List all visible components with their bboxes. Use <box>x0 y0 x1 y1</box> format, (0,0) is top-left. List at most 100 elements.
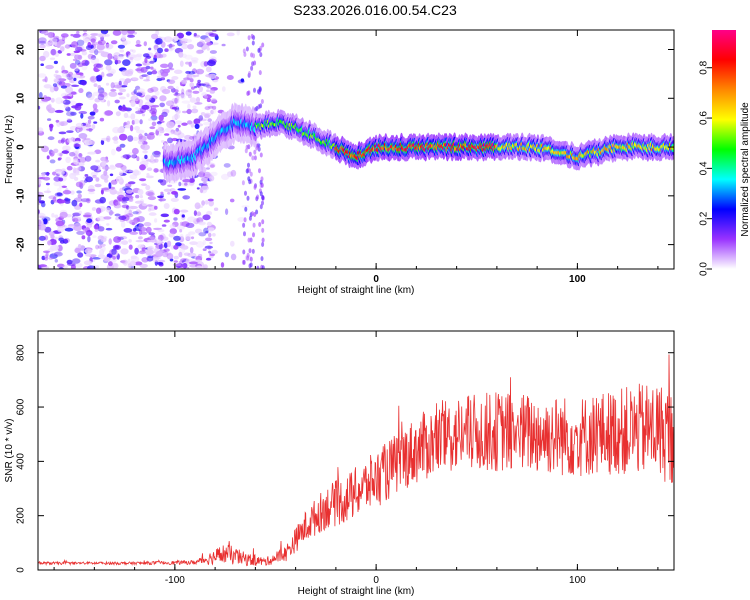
spectrogram-noise-blob <box>145 74 150 81</box>
spectrogram-noise-blob <box>210 164 215 168</box>
spectrogram-noise-blob <box>120 248 129 255</box>
spectrogram-noise-blob <box>251 155 255 161</box>
spectrogram-noise-blob <box>53 85 59 92</box>
spectrogram-noise-blob <box>130 113 136 120</box>
spectrogram-noise-blob <box>149 126 156 130</box>
spectrogram-noise-blob <box>171 76 179 80</box>
spectrogram-noise-blob <box>178 251 183 258</box>
spectrogram-noise-blob <box>119 187 124 193</box>
spectrogram-noise-blob <box>74 247 81 254</box>
spectrogram-noise-blob <box>131 120 135 125</box>
spectrogram-noise-blob <box>173 129 182 136</box>
spectrogram-noise-blob <box>74 262 83 268</box>
spectrogram-noise-blob <box>49 159 56 164</box>
spectrogram-noise-blob <box>63 237 70 244</box>
spectrogram-noise-blob <box>188 61 192 67</box>
spectrogram-noise-blob <box>203 82 210 85</box>
spectrogram-noise-blob <box>120 221 126 228</box>
spectrogram-noise-blob <box>241 205 250 208</box>
spectrogram-noise-blob <box>62 95 72 99</box>
spectrogram-noise-blob <box>108 91 118 97</box>
spectrogram-noise-blob <box>101 246 106 252</box>
spectrogram-noise-blob <box>140 66 148 73</box>
spectrogram-noise-blob <box>163 203 170 209</box>
spectrogram-noise-blob <box>105 65 112 71</box>
spectrogram-noise-blob <box>170 129 175 134</box>
spectrogram-noise-blob <box>113 84 123 89</box>
spectrogram-noise-blob <box>100 173 109 180</box>
spectrogram-noise-blob <box>53 35 60 40</box>
spectrogram-noise-blob <box>226 75 234 80</box>
spectrogram-noise-blob <box>75 150 80 154</box>
spectrogram-noise-blob <box>115 59 122 64</box>
spectrogram-noise-blob <box>38 264 48 268</box>
spectrogram-noise-blob <box>93 121 98 124</box>
colorbar-label: Normalized spectral amplitude <box>740 102 750 237</box>
spectrogram-noise-blob <box>70 33 74 37</box>
spectrogram-noise-blob <box>95 159 100 163</box>
spectrogram-noise-blob <box>173 244 179 250</box>
spectrogram-noise-blob <box>139 178 147 182</box>
spectrogram-noise-blob <box>90 171 98 177</box>
spectrogram-noise-blob <box>147 208 152 212</box>
spectrogram-noise-blob <box>39 215 45 219</box>
spectrogram-noise-blob <box>146 204 153 207</box>
spectrogram-noise-blob <box>72 33 81 38</box>
spectrogram-noise-blob <box>194 228 203 234</box>
spectrogram-noise-blob <box>86 224 92 228</box>
spectrogram-noise-blob <box>55 97 63 105</box>
spectrogram-noise-blob <box>103 216 112 220</box>
spectrogram-noise-blob <box>146 71 153 75</box>
snr-series-line <box>38 354 674 567</box>
spectrogram-noise-blob <box>153 154 161 158</box>
spectrogram-noise-blob <box>84 179 88 183</box>
spectrogram-noise-blob <box>108 238 112 245</box>
spectrogram-noise-blob <box>49 86 55 93</box>
spectrogram-noise-blob <box>76 30 80 35</box>
spectrogram-noise-blob <box>38 212 46 219</box>
spectrogram-noise-blob <box>113 236 122 243</box>
spectrogram-noise-blob <box>120 30 129 35</box>
spectrogram-noise-blob <box>185 89 192 97</box>
spectrogram-noise-blob <box>88 140 96 145</box>
spectrogram-noise-blob <box>115 111 121 117</box>
snr-y-axis-label: SNR (10 * v/v) <box>4 419 15 483</box>
spectrogram-noise-blob <box>59 152 63 157</box>
spectrogram-noise-blob <box>154 205 158 210</box>
spectrogram-noise-blob <box>121 197 130 202</box>
spectrogram-noise-blob <box>86 265 96 269</box>
spectrogram-noise-blob <box>135 63 143 67</box>
spectrogram-noise-blob <box>122 168 128 173</box>
spectrogram-noise-blob <box>156 239 162 246</box>
spectrogram-noise-blob <box>49 253 58 259</box>
spectrogram-noise-blob <box>209 89 216 94</box>
spectrogram-noise-blob <box>196 187 200 190</box>
spectrogram-noise-blob <box>43 84 52 89</box>
spectrogram-noise-blob <box>92 257 102 260</box>
spectrogram-noise-blob <box>48 256 54 260</box>
colorbar-tick-label: 0.6 <box>699 111 710 125</box>
spectrogram-noise-blob <box>108 261 113 267</box>
spectrogram-noise-blob <box>206 210 213 216</box>
chart-title: S233.2026.016.00.54.C23 <box>293 2 457 18</box>
spectrogram-noise-blob <box>76 230 85 235</box>
spectrogram-noise-blob <box>187 103 191 110</box>
spectrogram-noise-blob <box>194 85 197 89</box>
spectrogram-noise-blob <box>107 53 113 60</box>
spectrogram-noise-blob <box>189 97 197 103</box>
spectrogram-noise-blob <box>129 205 138 210</box>
spectrogram-noise-blob <box>209 171 218 177</box>
spectrogram-noise-blob <box>112 126 121 134</box>
spectrogram-noise-blob <box>180 264 185 269</box>
spectrogram-noise-blob <box>230 169 237 177</box>
spectrogram-noise-blob <box>252 35 256 41</box>
spectrogram-noise-blob <box>62 190 72 195</box>
snr-x-tick-label: 100 <box>569 575 586 586</box>
spectrogram-noise-blob <box>42 176 51 181</box>
spectrogram-noise-blob <box>128 54 138 59</box>
spectrogram-noise-blob <box>70 91 77 95</box>
spectrogram-noise-blob <box>184 38 193 43</box>
spectrogram-noise-blob <box>97 74 103 79</box>
spectrogram-noise-blob <box>153 168 159 173</box>
spectrogram-noise-blob <box>135 239 145 243</box>
